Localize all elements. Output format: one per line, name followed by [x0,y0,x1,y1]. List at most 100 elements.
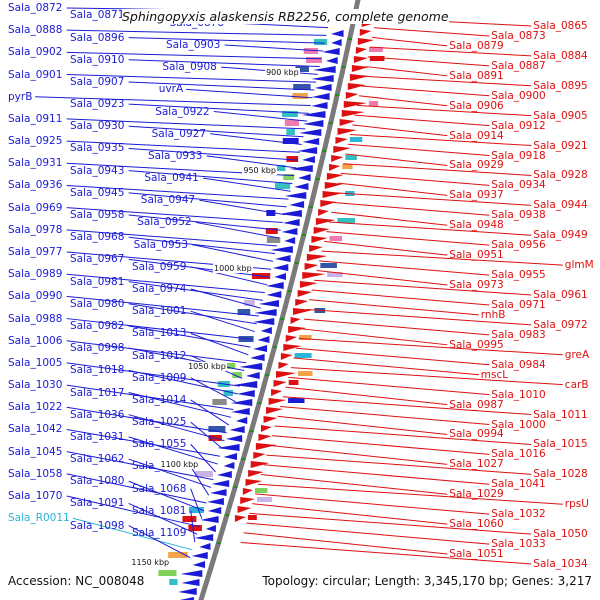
gene-label: glmM [564,259,594,272]
gene-label: Sala_0923 [70,98,125,111]
gene-label: Sala_0937 [449,189,504,202]
gene-label: Sala_0901 [8,68,63,81]
forward-feature-block [294,353,312,358]
reverse-gene-arrow [311,102,328,109]
gene-label: Sala_0873 [491,29,546,42]
gene-label: Sala_0973 [449,279,504,292]
gene-label: Sala_0888 [8,24,63,37]
reverse-gene-arrow [302,138,320,145]
left-label-leader [66,229,277,247]
forward-gene-arrow [273,380,287,387]
reverse-gene-arrow [322,48,340,55]
gene-label: Sala_0948 [449,219,504,232]
forward-gene-arrow [345,92,359,99]
reverse-gene-arrow [191,552,208,559]
forward-gene-arrow [278,362,289,369]
forward-gene-arrow [260,425,272,432]
position-mark-label: 950 kbp [242,166,277,175]
right-label-leader [314,279,532,296]
reverse-gene-arrow [312,66,336,73]
backbone-tick [301,234,306,236]
right-label-leader [255,493,490,515]
forward-gene-arrow [275,371,296,378]
reverse-gene-arrow [194,534,214,541]
backbone-tick [287,290,292,292]
reverse-gene-arrow [289,201,305,208]
gene-label: Sala_1033 [491,538,546,551]
reverse-gene-arrow [282,219,300,226]
reverse-gene-arrow [229,426,245,433]
reverse-feature-block [212,399,227,405]
forward-gene-arrow [353,56,368,63]
right-label-leader [309,299,479,316]
left-label-leader [66,362,240,387]
reverse-gene-arrow [311,93,330,100]
forward-gene-arrow [248,470,264,477]
forward-gene-arrow [331,155,344,162]
gene-label: Sala_0961 [533,289,588,301]
right-label-leader [328,221,532,236]
right-label-leader [352,124,448,137]
reverse-gene-arrow [236,390,255,397]
left-label-leader [190,399,230,426]
reverse-gene-arrow [266,291,282,298]
gene-label: Sala_1034 [533,558,588,570]
forward-gene-arrow [339,119,356,126]
gene-label: Sala_0990 [8,290,63,303]
right-label-leader [343,163,532,176]
right-label-leader [277,415,448,435]
gene-label: Sala_0984 [491,358,546,371]
forward-feature-block [329,236,343,241]
position-mark-label: 1100 kbp [159,460,200,469]
gene-label: Sala_1051 [449,548,504,561]
left-label-leader [72,517,193,551]
right-label-leader [243,532,448,555]
reverse-feature-block [266,237,281,243]
gene-label: Sala_0912 [491,119,546,132]
reverse-gene-arrow [281,228,298,235]
gene-label: Sala_1031 [70,430,125,443]
forward-gene-arrow [299,281,318,288]
reverse-feature-block [303,48,319,54]
forward-gene-arrow [250,461,270,468]
right-label-leader [363,75,532,87]
left-label-leader [128,281,263,301]
gene-label: Sala_0967 [70,253,125,266]
reverse-feature-block [189,507,204,513]
reverse-gene-arrow [181,579,200,586]
left-label-leader [66,473,207,504]
left-label-leader [190,510,196,543]
gene-label: Sala_1029 [449,488,504,501]
gene-label: Sala_0895 [533,79,588,92]
left-label-leader [128,125,304,138]
forward-gene-arrow [237,506,252,513]
reverse-gene-arrow [325,57,338,64]
reverse-gene-arrow [231,408,250,415]
reverse-gene-arrow [211,480,230,487]
left-label-leader [128,236,276,255]
reverse-feature-block [266,210,276,216]
forward-gene-arrow [302,272,326,279]
gene-label: Sala_0891 [449,69,504,82]
gene-label: Sala_0959 [132,260,187,273]
forward-gene-arrow [263,416,278,423]
backbone-tick [341,66,346,68]
right-label-leader [333,202,490,216]
left-label-leader [224,44,324,52]
reverse-gene-arrow [200,516,219,523]
left-label-leader [128,258,270,278]
gene-label: Sala_1011 [533,408,588,421]
reverse-gene-arrow [289,165,313,172]
forward-feature-block [298,335,312,340]
forward-gene-arrow [285,335,297,342]
gene-label: Sala_0988 [8,312,63,325]
right-label-leader [240,542,532,565]
forward-feature-block [288,398,305,403]
gene-label: Sala_1041 [491,478,546,491]
reverse-feature-block [284,120,299,126]
right-label-leader [266,454,532,475]
forward-gene-arrow [335,137,348,144]
backbone-tick [280,318,285,320]
right-label-leader [345,153,448,166]
right-label-leader [354,114,490,127]
